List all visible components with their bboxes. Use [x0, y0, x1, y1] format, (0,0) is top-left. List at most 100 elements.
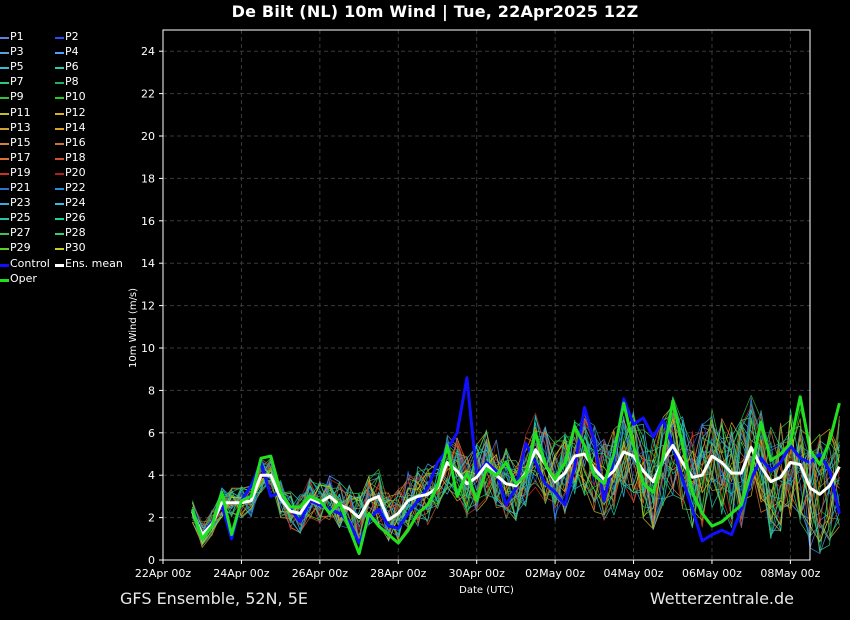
legend-label: P25 [10, 211, 31, 225]
legend-swatch [55, 203, 64, 206]
legend-label: P23 [10, 196, 31, 210]
legend-label: P19 [10, 165, 31, 179]
legend-label: Oper [10, 271, 37, 285]
plot-frame [162, 29, 811, 561]
model-caption: GFS Ensemble, 52N, 5E [120, 589, 308, 608]
legend-swatch [55, 97, 64, 100]
y-tick-label: 0 [148, 554, 155, 567]
legend-swatch [0, 263, 9, 267]
series-line-p27 [192, 409, 840, 539]
y-tick-label: 16 [141, 215, 155, 228]
legend-swatch [0, 97, 9, 100]
legend-swatch [55, 82, 64, 85]
legend-swatch [55, 157, 64, 160]
y-tick-label: 12 [141, 300, 155, 313]
series-line-p21 [192, 401, 840, 536]
legend-swatch [0, 203, 9, 206]
legend-label: P17 [10, 150, 31, 164]
legend-label: P29 [10, 241, 31, 255]
legend: P1 P2 P3 P4 P5 P6 P7 P8 P9 P10 P11 P12 P13 P14 P15 P16 P… [0, 30, 130, 290]
x-tick-label: 24Apr 00z [213, 567, 270, 580]
legend-swatch [55, 127, 64, 130]
legend-swatch [55, 233, 64, 236]
legend-label: P6 [65, 60, 79, 74]
legend-swatch [55, 172, 64, 175]
legend-swatch [55, 112, 64, 115]
ensemble-members [192, 395, 840, 555]
x-tick-label: 06May 00z [682, 567, 742, 580]
legend-swatch [0, 52, 9, 55]
legend-swatch [0, 82, 9, 85]
legend-label: P18 [65, 150, 86, 164]
legend-swatch [55, 142, 64, 145]
legend-swatch [0, 142, 9, 145]
legend-label: P9 [10, 90, 24, 104]
legend-swatch [55, 248, 64, 251]
legend-swatch [0, 157, 9, 160]
legend-swatch [55, 263, 64, 267]
legend-label: P1 [10, 30, 24, 43]
legend-label: P27 [10, 226, 31, 240]
y-tick-label: 22 [141, 88, 155, 101]
legend-label: P10 [65, 90, 86, 104]
legend-label: P2 [65, 30, 79, 43]
x-tick-label: 28Apr 00z [370, 567, 427, 580]
legend-swatch [0, 127, 9, 130]
y-tick-label: 20 [141, 130, 155, 143]
x-tick-label: 26Apr 00z [292, 567, 349, 580]
legend-swatch [0, 37, 9, 39]
site-caption: Wetterzentrale.de [649, 589, 794, 608]
y-tick-label: 10 [141, 342, 155, 355]
y-tick-label: 14 [141, 257, 155, 270]
legend-swatch [0, 218, 9, 221]
x-axis-label: Date (UTC) [459, 585, 514, 596]
y-tick-label: 8 [148, 384, 155, 397]
x-tick-label: 30Apr 00z [449, 567, 506, 580]
legend-swatch [55, 218, 64, 221]
legend-label: P24 [65, 196, 86, 210]
y-tick-label: 2 [148, 512, 155, 525]
legend-label: P21 [10, 181, 31, 194]
x-tick-label: 08May 00z [760, 567, 820, 580]
y-tick-label: 24 [141, 45, 155, 58]
legend-swatch [55, 52, 64, 55]
main-series [190, 376, 841, 556]
series-line-p10 [192, 403, 840, 535]
legend-swatch [55, 188, 64, 190]
x-tick-label: 02May 00z [525, 567, 585, 580]
legend-swatch [0, 248, 9, 251]
legend-label: P30 [65, 241, 86, 255]
legend-swatch [0, 112, 9, 115]
legend-label: P5 [10, 60, 24, 74]
legend-label: Control [10, 256, 50, 270]
legend-label: P12 [65, 105, 86, 119]
legend-swatch [0, 188, 9, 190]
legend-swatch [0, 67, 9, 70]
x-tick-label: 04May 00z [604, 567, 664, 580]
legend-label: P14 [65, 120, 86, 134]
legend-swatch [55, 67, 64, 70]
legend-label: Ens. mean [65, 256, 123, 270]
y-axis-label: 10m Wind (m/s) [128, 288, 139, 368]
y-tick-label: 4 [148, 469, 155, 482]
chart-title: De Bilt (NL) 10m Wind | Tue, 22Apr2025 1… [231, 2, 639, 21]
legend-label: P13 [10, 120, 31, 134]
series-line-p25 [192, 409, 840, 553]
legend-label: P28 [65, 226, 86, 240]
x-tick-label: 22Apr 00z [135, 567, 192, 580]
legend-label: P26 [65, 211, 86, 225]
legend-label: P20 [65, 165, 86, 179]
legend-swatch [55, 37, 64, 39]
legend-label: P8 [65, 75, 79, 89]
y-tick-label: 6 [148, 427, 155, 440]
legend-label: P16 [65, 135, 86, 149]
legend-swatch [0, 278, 9, 282]
legend-swatch [0, 172, 9, 175]
legend-label: P22 [65, 181, 86, 194]
legend-label: P4 [65, 45, 79, 59]
legend-label: P3 [10, 45, 24, 59]
legend-label: P11 [10, 105, 31, 119]
legend-label: P7 [10, 75, 24, 89]
